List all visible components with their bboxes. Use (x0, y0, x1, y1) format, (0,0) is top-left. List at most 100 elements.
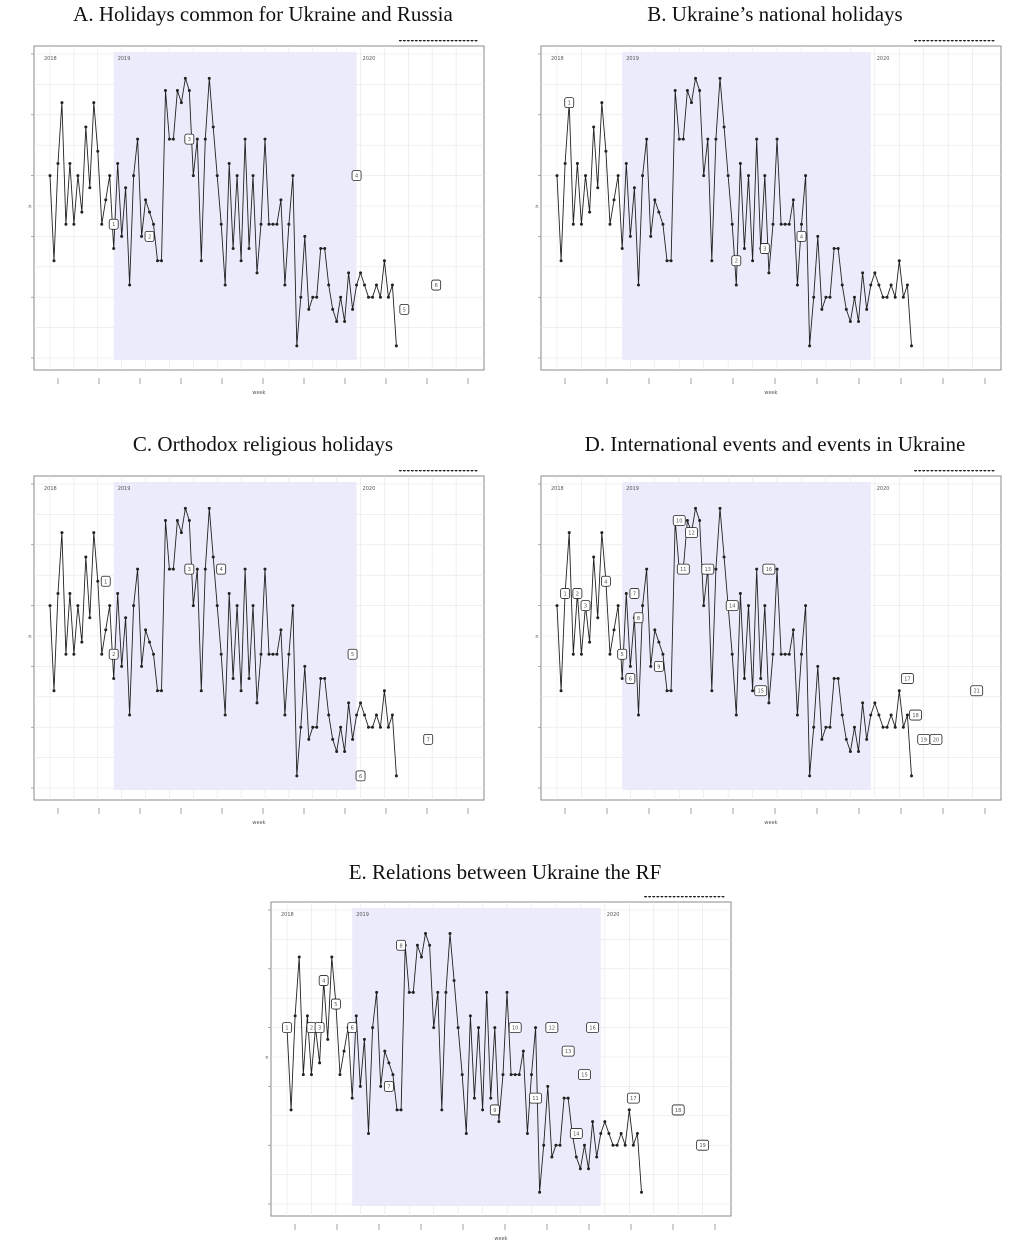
data-point (287, 652, 291, 656)
data-point (386, 295, 390, 299)
data-point (600, 101, 604, 105)
data-point (869, 713, 873, 717)
event-label-text: 3 (763, 247, 766, 253)
data-point (635, 1131, 639, 1135)
data-point (521, 1049, 525, 1053)
event-label-text: 9 (657, 664, 660, 670)
year-label: 2018 (44, 486, 57, 492)
data-point (832, 677, 836, 681)
data-point (56, 591, 60, 595)
event-label-box (216, 563, 227, 575)
data-point (848, 320, 852, 324)
data-point (370, 725, 374, 729)
year-label: 2018 (551, 486, 564, 492)
event-label-text: 1 (568, 101, 571, 107)
event-label-text: 7 (387, 1084, 390, 1090)
event-label-text: 15 (581, 1073, 587, 1079)
data-point (378, 725, 382, 729)
data-point (223, 713, 227, 717)
data-point (305, 1014, 309, 1018)
data-point (362, 1037, 366, 1041)
data-point (979, 40, 983, 42)
data-point (938, 40, 942, 42)
year-label: 2020 (877, 486, 890, 492)
data-point (812, 725, 816, 729)
data-point (779, 222, 783, 226)
data-point (730, 652, 734, 656)
event-label-text: 8 (399, 943, 402, 949)
event-label-box (625, 673, 636, 684)
data-point (897, 259, 901, 263)
data-point (755, 137, 759, 141)
data-point (588, 640, 592, 644)
data-point (550, 1155, 554, 1159)
data-point (293, 1014, 297, 1018)
event-label-box (676, 563, 690, 575)
chart-title: D. International events and events in Uk… (584, 432, 966, 456)
data-point (624, 591, 628, 595)
event-label-text: 15 (758, 689, 764, 695)
data-point (799, 222, 803, 226)
data-point (470, 470, 474, 472)
event-label-text: 12 (549, 1026, 555, 1032)
data-point (661, 652, 665, 656)
data-point (92, 101, 96, 105)
year-label: 2020 (877, 56, 890, 62)
event-label-box (489, 1104, 500, 1116)
data-point (371, 1026, 375, 1030)
year-label: 2020 (363, 56, 376, 62)
data-point (175, 518, 179, 522)
data-point (319, 247, 323, 251)
data-point (171, 137, 175, 141)
data-point (426, 470, 430, 472)
data-point (255, 271, 259, 275)
data-point (771, 222, 775, 226)
data-point (450, 40, 454, 42)
data-point (52, 689, 56, 693)
data-point (946, 40, 950, 42)
event-label-text: 10 (676, 518, 682, 524)
data-point (983, 470, 987, 472)
data-point (958, 40, 962, 42)
data-point (987, 470, 991, 472)
data-point (462, 470, 466, 472)
event-label-text: 18 (675, 1108, 681, 1114)
data-point (881, 725, 885, 729)
data-point (374, 713, 378, 717)
data-point (351, 737, 355, 741)
data-point (100, 222, 104, 226)
event-label-box (970, 685, 984, 697)
event-label-text: 20 (933, 737, 939, 743)
data-point (291, 604, 295, 608)
data-point (132, 604, 136, 608)
data-point (454, 40, 458, 42)
data-point (608, 222, 612, 226)
data-point (203, 137, 207, 141)
data-point (779, 652, 783, 656)
data-point (636, 283, 640, 287)
data-point (424, 932, 428, 936)
data-point (558, 1143, 562, 1147)
data-point (689, 101, 693, 105)
data-point (694, 76, 698, 80)
data-point (673, 88, 677, 92)
data-point (592, 555, 596, 559)
data-point (231, 677, 235, 681)
data-point (394, 774, 398, 778)
data-point (657, 640, 661, 644)
data-point (422, 470, 426, 472)
data-point (207, 76, 211, 80)
data-point (824, 725, 828, 729)
data-point (379, 1084, 383, 1088)
year-label: 2019 (118, 486, 131, 492)
x-axis-label: week (764, 820, 777, 826)
data-point (326, 1037, 330, 1041)
data-point (159, 689, 163, 693)
data-point (611, 1143, 615, 1147)
data-point (299, 725, 303, 729)
y-axis-label: n (265, 1055, 268, 1061)
event-label-box (653, 660, 664, 672)
data-point (816, 664, 820, 668)
event-label-text: 4 (322, 979, 325, 985)
data-point (861, 271, 865, 275)
